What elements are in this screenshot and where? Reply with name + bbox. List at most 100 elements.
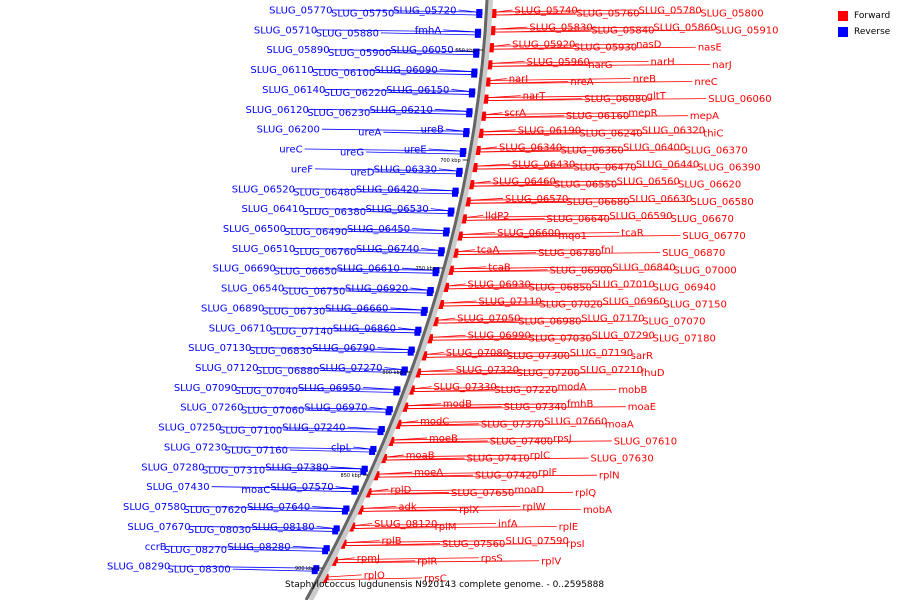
forward-gene-label[interactable]: adk — [398, 502, 416, 513]
forward-gene-label[interactable]: gltT — [647, 91, 667, 102]
forward-gene-label[interactable]: moeA — [414, 468, 443, 479]
forward-gene-label[interactable]: rpsI — [566, 539, 585, 550]
forward-gene-label[interactable]: SLUG_07180 — [653, 334, 716, 345]
reverse-gene-label[interactable]: SLUG_07120 — [195, 363, 258, 374]
reverse-gene-label[interactable]: SLUG_06510 — [232, 244, 295, 255]
reverse-gene-label[interactable]: SLUG_07040 — [235, 386, 298, 397]
reverse-gene-label[interactable]: SLUG_06150 — [386, 85, 449, 96]
forward-gene-label[interactable]: modC — [420, 416, 449, 427]
reverse-gene-label[interactable]: SLUG_06540 — [221, 284, 284, 295]
forward-gene-label[interactable]: SLUG_08120 — [374, 519, 437, 530]
forward-gene-label[interactable]: SLUG_07410 — [466, 454, 529, 465]
forward-gene-label[interactable]: rplD — [390, 485, 411, 496]
forward-gene-label[interactable]: mobB — [618, 385, 647, 396]
reverse-gene-label[interactable]: SLUG_07090 — [174, 383, 237, 394]
reverse-gene-label[interactable]: SLUG_07100 — [219, 426, 282, 437]
forward-gene-label[interactable]: SLUG_07630 — [590, 454, 653, 465]
reverse-gene-label[interactable]: SLUG_06740 — [356, 244, 419, 255]
reverse-gene-label[interactable]: SLUG_08030 — [188, 525, 251, 536]
reverse-gene-label[interactable]: SLUG_06110 — [250, 65, 313, 76]
forward-gene-label[interactable]: thiC — [703, 128, 723, 139]
forward-gene-label[interactable]: SLUG_07050 — [457, 314, 520, 325]
forward-gene-label[interactable]: SLUG_07200 — [517, 368, 580, 379]
forward-gene-label[interactable]: SLUG_07340 — [504, 402, 567, 413]
forward-gene-label[interactable]: SLUG_06550 — [554, 180, 617, 191]
reverse-gene-label[interactable]: SLUG_06650 — [274, 267, 337, 278]
forward-gene-label[interactable]: SLUG_07650 — [451, 488, 514, 499]
reverse-gene-label[interactable]: SLUG_07280 — [141, 462, 204, 473]
reverse-gene-label[interactable]: SLUG_05880 — [316, 28, 379, 39]
forward-gene-label[interactable]: SLUG_07070 — [642, 317, 705, 328]
reverse-gene-label[interactable]: SLUG_06760 — [293, 247, 356, 258]
reverse-gene-label[interactable]: SLUG_06610 — [337, 264, 400, 275]
forward-gene-label[interactable]: nasD — [636, 40, 662, 51]
forward-gene-label[interactable]: narT — [523, 91, 547, 102]
forward-gene-label[interactable]: SLUG_06320 — [642, 125, 705, 136]
reverse-gene-label[interactable]: SLUG_06710 — [209, 323, 272, 334]
forward-gene-label[interactable]: SLUG_06590 — [609, 211, 672, 222]
reverse-gene-label[interactable]: SLUG_07640 — [247, 502, 310, 513]
reverse-gene-label[interactable]: ureA — [358, 128, 381, 139]
forward-gene-label[interactable]: SLUG_07190 — [570, 348, 633, 359]
forward-gene-label[interactable]: SLUG_07020 — [540, 300, 603, 311]
reverse-gene-label[interactable]: SLUG_06120 — [246, 105, 309, 116]
forward-gene-label[interactable]: SLUG_06850 — [529, 282, 592, 293]
reverse-gene-label[interactable]: SLUG_05710 — [254, 25, 317, 36]
reverse-gene-label[interactable]: SLUG_08300 — [167, 565, 230, 576]
forward-gene-label[interactable]: rplV — [541, 556, 561, 567]
forward-gene-label[interactable]: rpsJ — [553, 433, 572, 444]
forward-gene-label[interactable]: SLUG_06470 — [573, 163, 636, 174]
forward-gene-label[interactable]: fmhB — [567, 399, 594, 410]
forward-gene-label[interactable]: SLUG_06770 — [682, 231, 745, 242]
forward-gene-label[interactable]: SLUG_05780 — [638, 6, 701, 17]
forward-gene-label[interactable]: rplQ — [575, 488, 596, 499]
forward-gene-label[interactable]: narG — [588, 60, 612, 71]
forward-gene-label[interactable]: rpsS — [481, 553, 503, 564]
forward-gene-label[interactable]: nreB — [633, 74, 656, 85]
reverse-gene-label[interactable]: SLUG_07250 — [158, 423, 221, 434]
forward-gene-label[interactable]: SLUG_07320 — [456, 365, 519, 376]
forward-gene-label[interactable]: fhuD — [641, 368, 665, 379]
forward-gene-label[interactable]: SLUG_07170 — [581, 314, 644, 325]
forward-gene-label[interactable]: SLUG_07010 — [592, 279, 655, 290]
forward-gene-label[interactable]: SLUG_07610 — [614, 436, 677, 447]
forward-gene-label[interactable]: SLUG_06640 — [547, 214, 610, 225]
reverse-gene-label[interactable]: SLUG_07310 — [202, 465, 265, 476]
reverse-gene-label[interactable]: SLUG_06860 — [333, 323, 396, 334]
forward-gene-label[interactable]: SLUG_05910 — [715, 26, 778, 37]
forward-gene-label[interactable]: SLUG_06630 — [629, 194, 692, 205]
reverse-gene-label[interactable]: SLUG_07130 — [188, 343, 251, 354]
forward-gene-label[interactable]: SLUG_06680 — [566, 197, 629, 208]
forward-gene-label[interactable]: SLUG_06980 — [518, 317, 581, 328]
reverse-gene-label[interactable]: SLUG_06750 — [282, 287, 345, 298]
forward-gene-label[interactable]: modA — [557, 382, 586, 393]
forward-gene-label[interactable]: SLUG_06990 — [468, 331, 531, 342]
reverse-gene-label[interactable]: ccrB — [145, 542, 167, 553]
forward-gene-label[interactable]: rplC — [530, 451, 550, 462]
reverse-gene-label[interactable]: SLUG_07260 — [180, 403, 243, 414]
forward-gene-label[interactable]: modB — [443, 399, 472, 410]
reverse-gene-label[interactable]: SLUG_06380 — [303, 207, 366, 218]
forward-gene-label[interactable]: SLUG_07210 — [580, 365, 643, 376]
reverse-gene-label[interactable]: SLUG_08180 — [251, 522, 314, 533]
forward-gene-label[interactable]: rplX — [459, 505, 479, 516]
reverse-gene-label[interactable]: SLUG_06220 — [324, 88, 387, 99]
forward-gene-label[interactable]: SLUG_07560 — [442, 539, 505, 550]
reverse-gene-label[interactable]: SLUG_05770 — [269, 6, 332, 17]
reverse-gene-label[interactable]: SLUG_07620 — [184, 505, 247, 516]
forward-gene-label[interactable]: SLUG_07030 — [529, 334, 592, 345]
reverse-gene-label[interactable]: SLUG_06520 — [232, 184, 295, 195]
reverse-gene-label[interactable]: fmhA — [415, 25, 442, 36]
forward-gene-label[interactable]: moaD — [514, 485, 544, 496]
forward-gene-label[interactable]: scrA — [504, 108, 526, 119]
reverse-gene-label[interactable]: SLUG_07670 — [127, 522, 190, 533]
reverse-gene-label[interactable]: SLUG_06690 — [213, 264, 276, 275]
forward-gene-label[interactable]: rpsC — [424, 573, 447, 584]
reverse-gene-label[interactable]: SLUG_05750 — [331, 9, 394, 20]
forward-gene-label[interactable]: mobA — [583, 505, 612, 516]
reverse-gene-label[interactable]: ureE — [404, 145, 427, 156]
forward-gene-label[interactable]: fnl — [601, 245, 614, 256]
forward-gene-label[interactable]: nreC — [694, 77, 717, 88]
reverse-gene-label[interactable]: SLUG_06480 — [293, 187, 356, 198]
forward-gene-label[interactable]: rplB — [382, 536, 402, 547]
